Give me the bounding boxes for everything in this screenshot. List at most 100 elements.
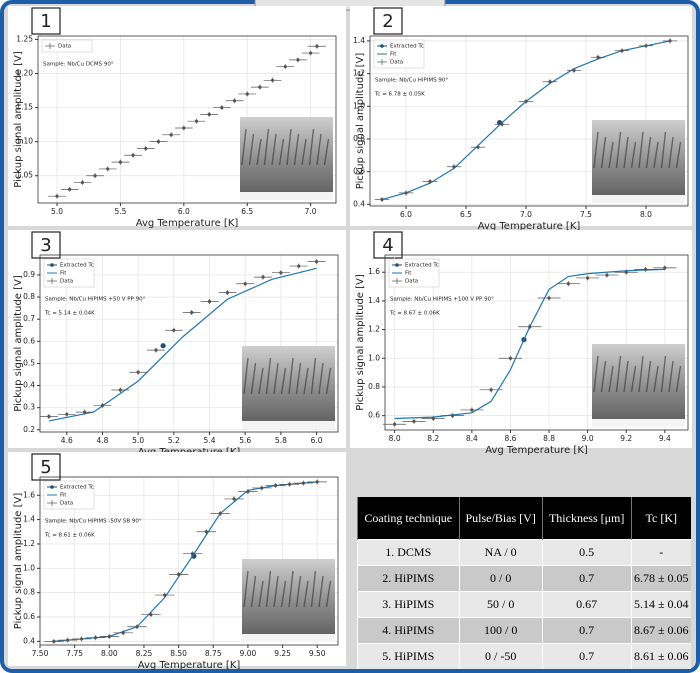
legend-label: Extracted Tc — [60, 263, 94, 269]
sem-texture — [623, 360, 629, 393]
data-point — [93, 174, 97, 178]
chart-panel: 2 6.0 6.5 7.0 7.5 8.0 0.4 0.6 0.8 1.0 1.2 1.4 Avg Te… — [350, 6, 692, 232]
x-axis-label: Avg Temperature [K] — [485, 445, 588, 456]
x-tick-label: 8.4 — [466, 434, 478, 443]
data-point — [100, 403, 105, 408]
y-tick-label: 1.20 — [16, 68, 33, 77]
sem-image — [592, 344, 685, 427]
x-tick-label: 9.25 — [274, 649, 291, 658]
data-point — [79, 637, 84, 641]
y-tick-label: 1.6 — [368, 267, 380, 276]
y-tick-label: 0.7 — [23, 314, 35, 323]
annotation: Sample: Nb/Cu HiPIMS -50V SB 90° — [45, 519, 142, 525]
y-tick-label: 1.4 — [353, 36, 365, 45]
plot-frame — [39, 476, 339, 646]
y-tick-label: 1.0 — [368, 353, 380, 362]
data-point — [270, 78, 275, 82]
panel-number: 1 — [40, 11, 51, 32]
data-point — [66, 638, 70, 642]
sem-texture — [615, 131, 622, 169]
sem-texture — [653, 365, 659, 393]
y-tick-label: 0.4 — [23, 381, 35, 390]
x-tick-label: 5.8 — [275, 436, 287, 445]
y-tick-label: 1.0 — [23, 563, 35, 572]
sem-texture — [263, 128, 270, 166]
legend-swatch — [50, 485, 54, 489]
sem-texture — [323, 138, 330, 166]
data-point — [476, 145, 480, 149]
x-tick-label: 7.50 — [32, 649, 49, 658]
x-tick-label: 8.8 — [543, 434, 555, 443]
sem-scalebar — [240, 192, 333, 200]
sem-texture — [310, 357, 317, 395]
annotation: Sample: Nb/Cu HiPIMS +50 V PP 90° — [45, 297, 146, 303]
table-cell: 4. HiPIMS — [357, 617, 460, 644]
sem-texture — [623, 136, 629, 169]
y-tick-label: 1.2 — [353, 69, 365, 78]
data-point — [131, 153, 135, 157]
data-point — [620, 49, 624, 53]
data-point — [169, 133, 173, 137]
y-tick-label: 0.8 — [353, 134, 365, 143]
sem-texture — [265, 570, 272, 608]
data-point — [52, 639, 56, 643]
data-point — [156, 140, 161, 144]
data-point — [528, 325, 532, 329]
legend-label: Data — [60, 279, 73, 285]
data-point — [428, 179, 432, 184]
table-header-cell: Tc [K] — [630, 497, 691, 540]
data-point — [136, 370, 140, 374]
x-tick-label: 5.0 — [132, 436, 144, 445]
sem-texture — [295, 362, 302, 395]
data-point — [182, 126, 186, 130]
data-point — [47, 414, 51, 419]
sem-texture — [243, 570, 249, 608]
legend-label: Data — [405, 279, 418, 285]
sem-texture — [271, 133, 277, 166]
panel-number: 3 — [40, 235, 51, 256]
data-point — [194, 119, 199, 123]
y-tick-label: 0.9 — [23, 270, 35, 279]
data-point — [220, 105, 224, 110]
data-point — [232, 99, 237, 103]
sem-texture — [630, 365, 637, 393]
data-point — [643, 267, 648, 271]
sem-texture — [600, 136, 607, 169]
x-tick-label: 6.0 — [311, 436, 323, 445]
data-point — [283, 65, 287, 69]
table-header-row: Coating technique Pulse/Bias [V] Thickness… — [357, 497, 691, 540]
table-cell: 2. HiPIMS — [357, 565, 460, 592]
sem-texture — [288, 357, 294, 395]
x-axis-label: Avg Temperature [K] — [478, 221, 581, 232]
sem-texture — [310, 570, 317, 608]
x-tick-label: 6.5 — [241, 207, 253, 216]
sem-texture — [250, 362, 257, 395]
sem-texture — [660, 131, 667, 169]
sem-texture — [638, 131, 644, 169]
legend-label: Data — [390, 60, 403, 66]
sem-texture — [303, 580, 309, 608]
table-cell: 5. HiPIMS — [357, 643, 460, 669]
annotation: Tc = 8.67 ± 0.06K — [389, 311, 440, 317]
sem-texture — [243, 357, 249, 395]
data-point — [274, 483, 278, 488]
data-point — [207, 112, 211, 116]
y-tick-label: 1.6 — [23, 490, 35, 499]
x-tick-label: 8.0 — [640, 210, 652, 219]
sem-texture — [593, 131, 599, 169]
sem-texture — [638, 355, 644, 393]
data-point — [489, 388, 493, 392]
legend-label: Data — [58, 44, 71, 50]
sem-scalebar — [242, 634, 335, 642]
chart-panel: 4 8.0 8.2 8.4 8.6 8.8 9.0 9.2 9.4 0.6 0.8 1.0 1.2 1.4… — [350, 230, 692, 456]
x-tick-label: 9.2 — [620, 434, 632, 443]
legend-label: Fit — [60, 493, 67, 499]
data-point — [93, 636, 98, 640]
data-point — [204, 530, 208, 534]
sem-texture — [653, 141, 659, 169]
x-tick-label: 5.5 — [114, 207, 126, 216]
table-row: 2. HiPIMS 0 / 0 0.7 6.78 ± 0.05 — [357, 565, 691, 592]
sem-scalebar — [242, 421, 335, 429]
legend-swatch — [395, 263, 399, 267]
sem-texture — [295, 575, 302, 608]
